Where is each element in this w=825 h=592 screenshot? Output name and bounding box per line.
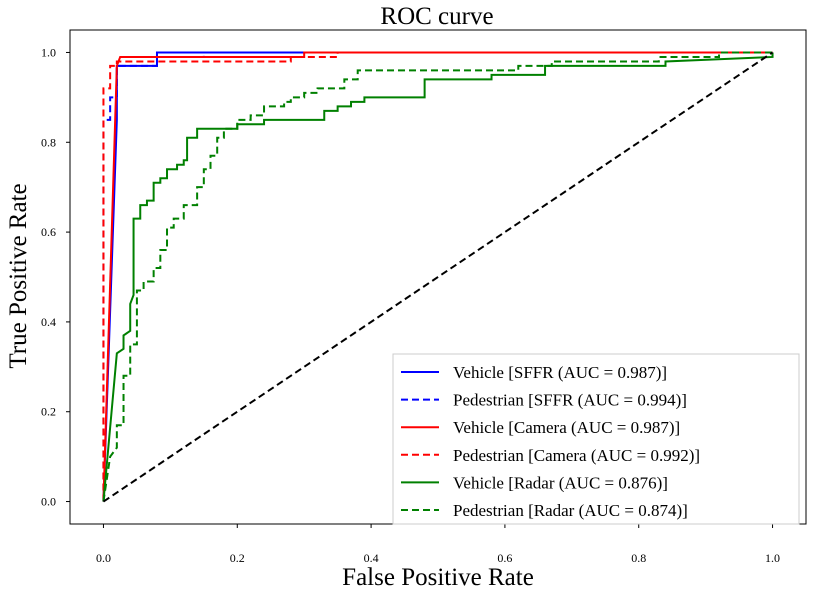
legend: Vehicle [SFFR (AUC = 0.987)] Pedestrian […: [392, 353, 800, 525]
x-axis-ticks: 0.0 0.2 0.4 0.6 0.8 1.0: [96, 524, 780, 565]
x-tick-label: 0.6: [497, 551, 512, 565]
legend-label: Pedestrian [Camera (AUC = 0.992)]: [453, 446, 700, 465]
y-axis-label: True Positive Rate: [5, 183, 32, 368]
series-line-5: [102, 51, 773, 502]
legend-label: Vehicle [Camera (AUC = 0.987)]: [453, 418, 680, 437]
series-line-3: [102, 51, 773, 502]
legend-label: Pedestrian [Radar (AUC = 0.874)]: [453, 501, 688, 520]
series-line-6: [102, 51, 774, 503]
y-tick-label: 1.0: [41, 45, 56, 59]
y-tick-label: 0.2: [41, 405, 56, 419]
series-line-4: [102, 52, 774, 502]
legend-label: Vehicle [SFFR (AUC = 0.987)]: [453, 363, 667, 382]
x-tick-label: 1.0: [765, 551, 780, 565]
legend-box: [392, 353, 800, 525]
y-axis-ticks: 0.0 0.2 0.4 0.6 0.8 1.0: [41, 45, 70, 509]
series-layer: [102, 51, 774, 503]
legend-label: Pedestrian [SFFR (AUC = 0.994)]: [453, 391, 687, 410]
y-tick-label: 0.8: [41, 135, 56, 149]
x-tick-label: 0.8: [631, 551, 646, 565]
y-tick-label: 0.0: [41, 495, 56, 509]
x-tick-label: 0.4: [364, 551, 379, 565]
series-line-1: [102, 51, 773, 502]
y-tick-label: 0.6: [41, 225, 56, 239]
legend-label: Vehicle [Radar (AUC = 0.876)]: [453, 473, 668, 492]
x-tick-label: 0.0: [96, 551, 111, 565]
x-tick-label: 0.2: [230, 551, 245, 565]
x-axis-label: False Positive Rate: [342, 564, 534, 591]
chart-title: ROC curve: [380, 3, 493, 30]
y-tick-label: 0.4: [41, 315, 56, 329]
